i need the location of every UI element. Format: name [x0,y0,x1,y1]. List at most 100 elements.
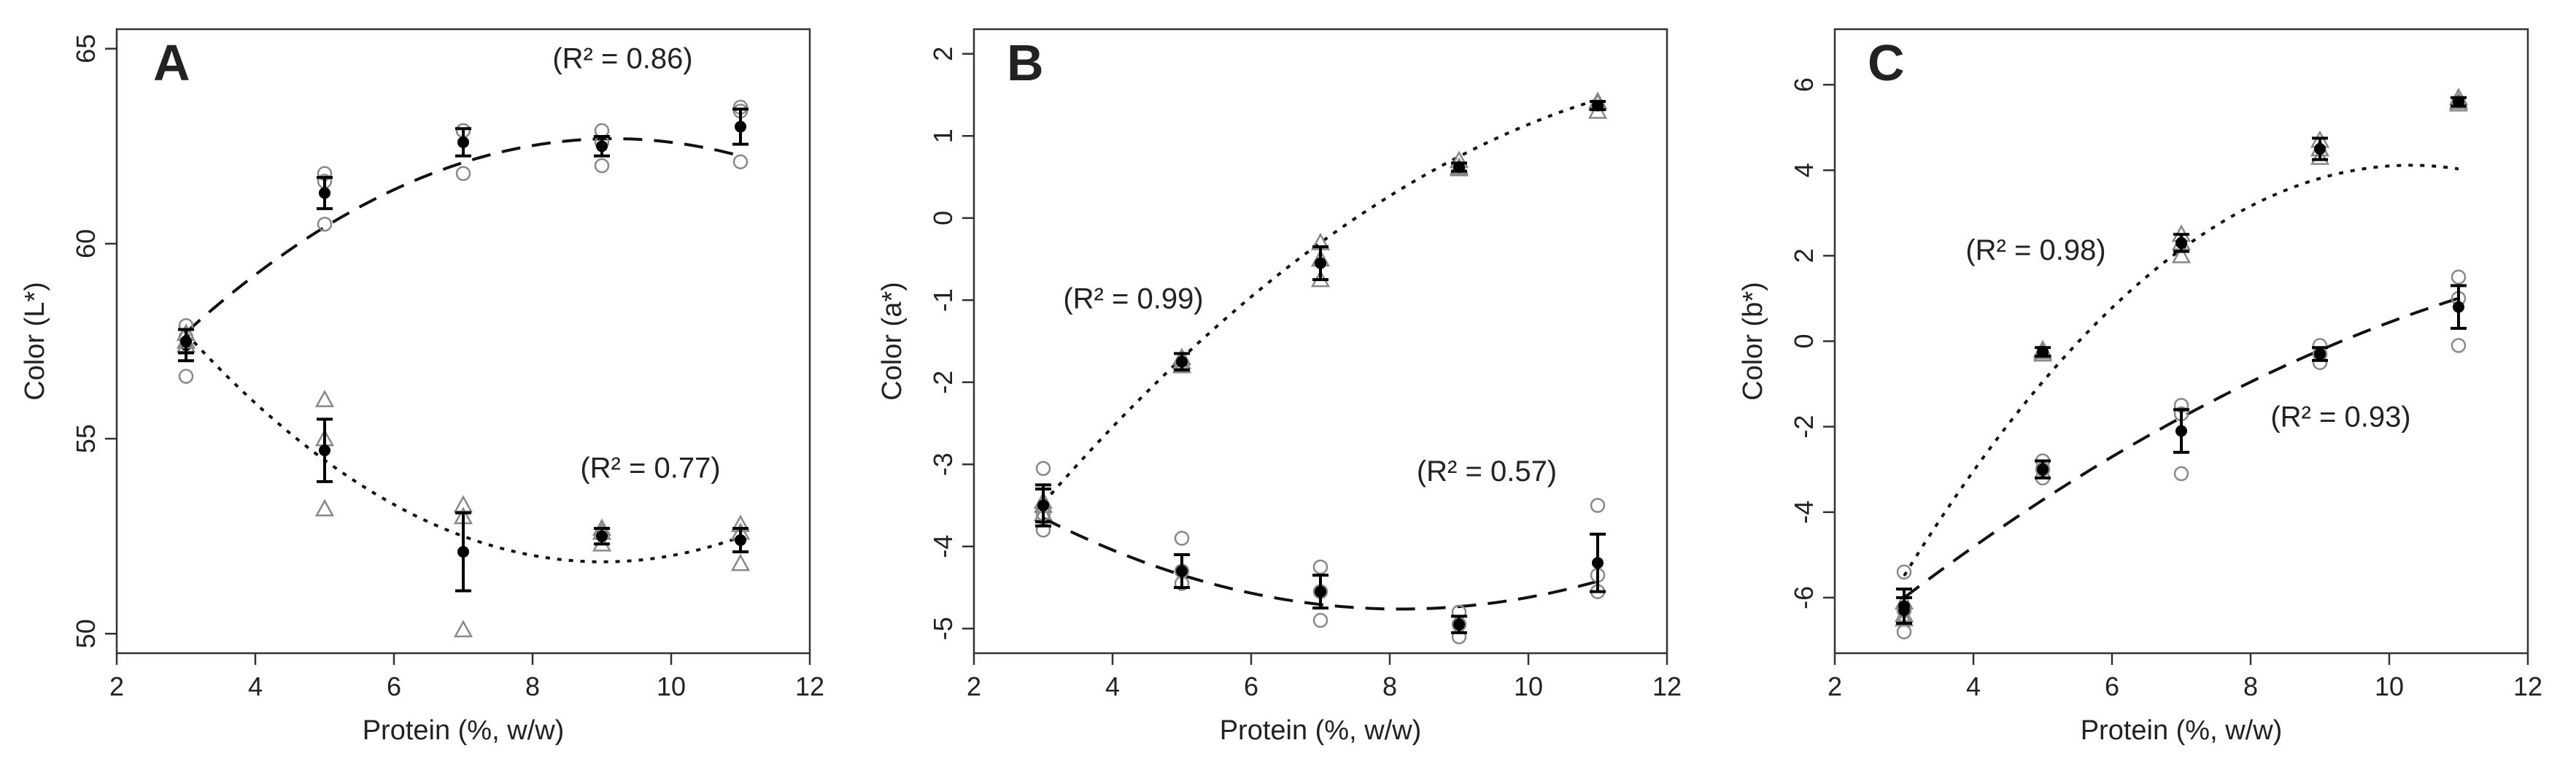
data-point-circle [1590,498,1606,513]
series-circle: (R² = 0.86) [178,42,749,384]
mean-point [319,187,330,199]
plot-frame [1833,28,2529,655]
r2-annotation: (R² = 0.57) [1417,455,1557,488]
y-tick-label: 6 [1789,77,1819,92]
mean-point [2175,425,2187,437]
series-triangle: (R² = 0.77) [176,323,751,638]
x-tick-label: 12 [2513,671,2542,701]
x-tick-label: 10 [2375,671,2404,701]
data-point-triangle [453,620,473,638]
fit-curve [1903,296,2459,599]
mean-point [735,534,746,547]
mean-point [596,140,608,153]
mean-point [2175,236,2187,249]
fit-curve [185,332,741,563]
x-tick-label: 4 [248,671,263,701]
y-tick-label: 55 [71,424,101,453]
y-tick-label: -4 [1789,501,1819,524]
y-axis-label: Color (L*) [20,282,50,401]
data-point-triangle [2171,245,2192,263]
fit-curve [1042,98,1598,504]
data-point-triangle [2310,147,2330,165]
data-point-circle [317,216,333,232]
r2-annotation: (R² = 0.93) [2270,401,2410,434]
mean-point [1898,600,1910,612]
x-axis-label: Protein (%, w/w) [1220,715,1422,746]
x-tick-label: 2 [1827,671,1842,701]
mean-point [2314,348,2326,361]
data-point-circle [1035,461,1051,477]
y-tick-label: 1 [928,128,958,143]
data-point-circle [1174,531,1190,546]
x-tick-label: 10 [1514,671,1543,701]
x-tick-label: 6 [387,671,401,701]
panel-a: 2 4 6 8 10 12 50 55 60 65 Protein (%, w/w) Color (L… [20,28,824,746]
x-tick-label: 4 [1105,671,1120,701]
mean-point [1037,499,1049,512]
panel-c: 2 4 6 8 10 12 -6 -4 -2 0 2 4 6 Protein (%, w/w) Color … [1738,28,2542,746]
data-point-triangle [314,390,335,407]
panel-letter: A [153,34,190,91]
mean-point [1592,557,1604,569]
data-point-circle [594,158,610,174]
mean-point [1453,161,1465,173]
data-point-circle [455,166,471,181]
data-point-circle [1896,564,1912,579]
mean-point [1176,565,1188,577]
panel-letter: C [1868,34,1905,91]
mean-point [2037,346,2049,358]
y-tick-label: 60 [71,229,101,258]
mean-point [457,546,469,558]
x-axis-label: Protein (%, w/w) [2081,715,2283,746]
x-axis-label: Protein (%, w/w) [363,715,565,746]
x-tick-label: 8 [1382,671,1397,701]
mean-point [2314,142,2326,155]
y-tick-label: 0 [928,211,958,226]
y-axis-label: Color (b*) [1738,282,1768,401]
data-point-circle [2451,269,2467,285]
y-tick-label: -5 [928,617,958,640]
r2-annotation: (R² = 0.86) [552,42,692,74]
y-tick-label: 2 [928,47,958,61]
series-circle: (R² = 0.57) [1035,455,1606,644]
data-point-circle [1896,624,1912,639]
x-tick-label: 6 [1244,671,1258,701]
mean-point [180,335,192,347]
data-point-triangle [314,498,335,517]
y-tick-label: 4 [1789,163,1819,177]
y-tick-label: -1 [928,288,958,312]
data-point-circle [732,154,749,169]
mean-point [1315,257,1326,269]
x-tick-label: 8 [525,671,540,701]
mean-point [1592,99,1604,112]
y-tick-label: 0 [1789,334,1819,348]
y-tick-label: -2 [928,371,958,394]
x-tick-label: 8 [2243,671,2258,701]
x-tick-label: 2 [967,671,981,701]
mean-point [596,530,608,542]
x-tick-label: 12 [795,671,824,701]
mean-point [457,136,469,148]
mean-point [1315,585,1326,598]
x-tick-label: 10 [657,671,686,701]
y-tick-label: 50 [71,619,101,648]
y-tick-label: -6 [1789,586,1819,609]
plot-frame [972,28,1668,655]
y-tick-label: -4 [928,535,958,558]
data-point-triangle [730,553,751,571]
y-axis-label: Color (a*) [877,282,908,401]
mean-point [2453,301,2464,313]
r2-annotation: (R² = 0.98) [1965,234,2105,266]
data-point-circle [1312,612,1328,628]
plot-frame [115,28,811,655]
x-tick-label: 4 [1966,671,1981,701]
mean-point [2037,463,2049,476]
y-tick-label: -3 [928,452,958,476]
mean-point [319,444,330,457]
mean-point [1176,355,1188,368]
mean-point [735,120,746,133]
data-point-circle [2173,466,2189,482]
r2-annotation: (R² = 0.77) [580,452,720,485]
